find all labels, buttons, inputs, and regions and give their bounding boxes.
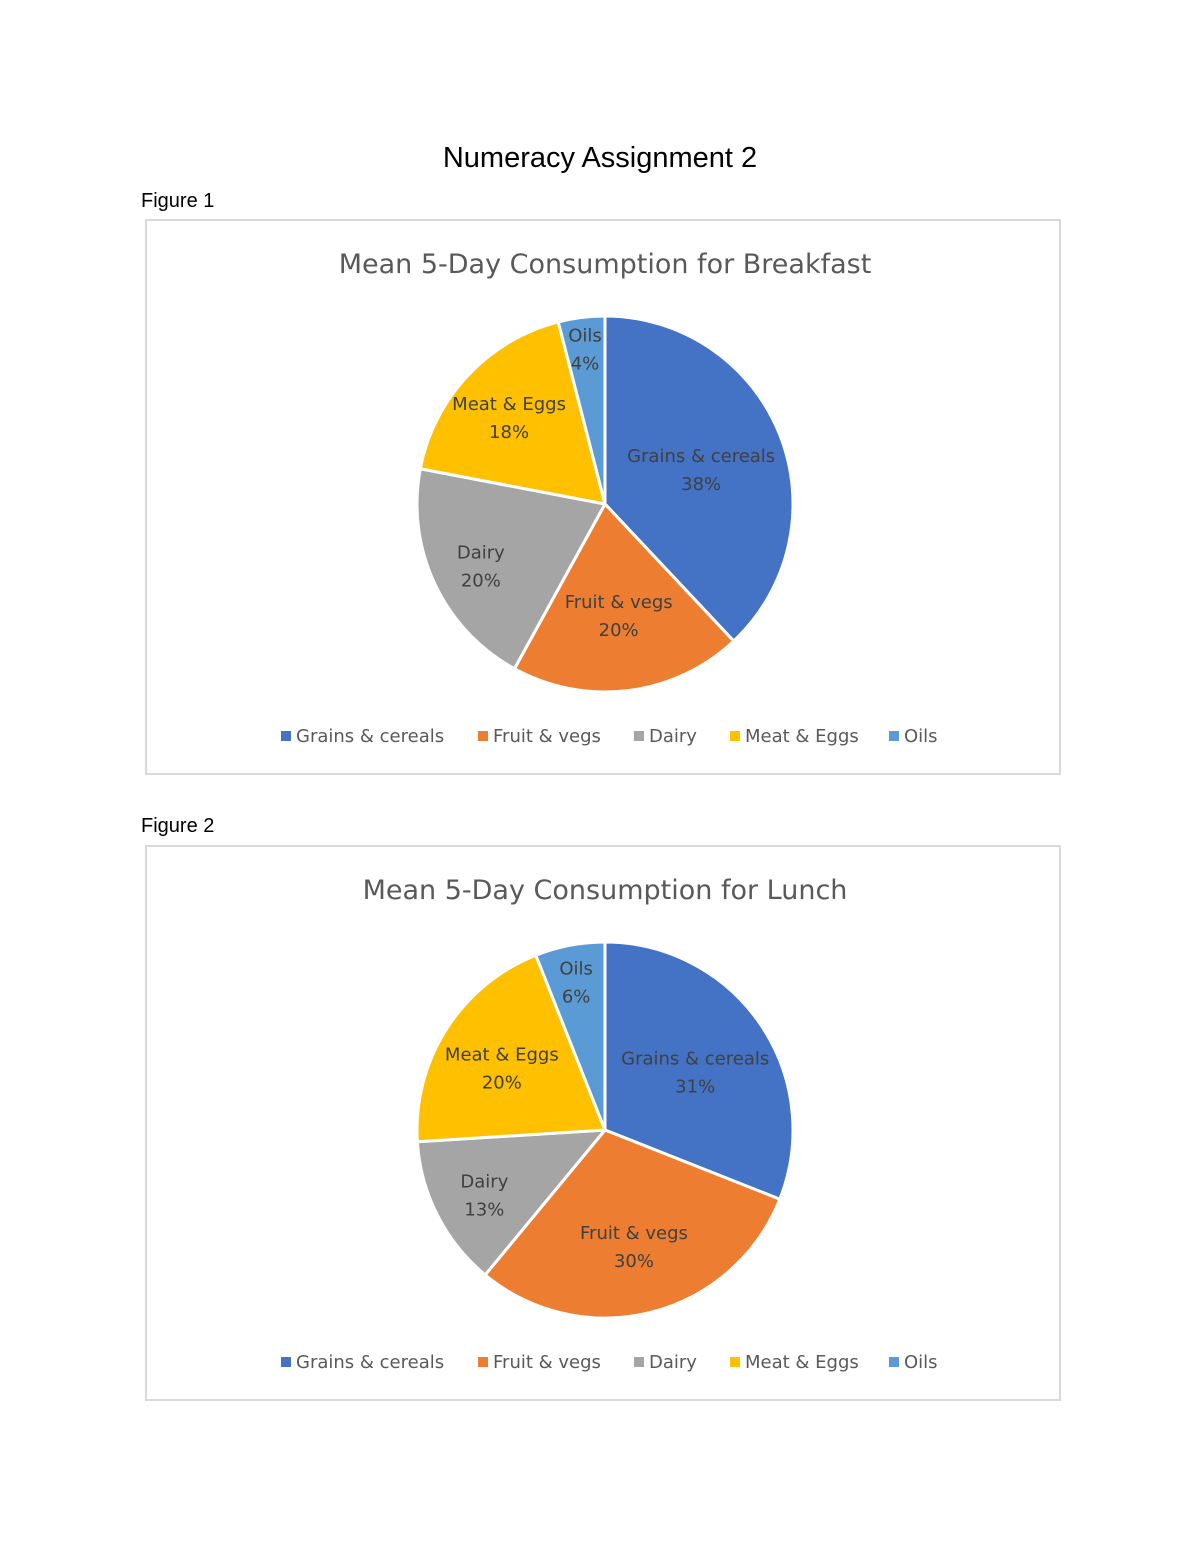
lunch-legend-grains-and-cereals: Grains & cereals xyxy=(296,1352,444,1373)
breakfast-slice-grains-and-cereals xyxy=(603,314,795,643)
breakfast-slices xyxy=(415,314,795,694)
breakfast-chart-title: Mean 5-Day Consumption for Breakfast xyxy=(339,249,872,280)
breakfast-label-grains-and-cereals: Grains & cereals 38% xyxy=(627,446,775,495)
lunch-label-grains-and-cereals: Grains & cereals 31% xyxy=(621,1049,769,1098)
breakfast-legend-oils: Oils xyxy=(904,726,938,747)
lunch-label-dairy: Dairy 13% xyxy=(460,1171,508,1220)
breakfast-slice-meat-and-eggs xyxy=(418,320,607,506)
lunch-legend-meat-and-eggs: Meat & Eggs xyxy=(745,1352,859,1373)
lunch-chart: Mean 5-Day Consumption for Lunch Grains &… xyxy=(145,845,1061,1401)
lunch-legend-fruit-and-vegs: Fruit & vegs xyxy=(493,1352,601,1373)
breakfast-label-meat-and-eggs: Meat & Eggs 18% xyxy=(452,394,566,443)
breakfast-legend-dairy: Dairy xyxy=(649,726,697,747)
breakfast-legend-meat-and-eggs: Meat & Eggs xyxy=(745,726,859,747)
lunch-chart-title: Mean 5-Day Consumption for Lunch xyxy=(363,875,848,906)
breakfast-label-oils: Oils 4% xyxy=(568,325,602,374)
lunch-label-oils: Oils 6% xyxy=(559,959,593,1008)
lunch-chart-svg: Mean 5-Day Consumption for Lunch Grains &… xyxy=(281,875,938,1373)
lunch-slices xyxy=(415,940,795,1320)
lunch-legend-swatch-grains-and-cereals xyxy=(281,1357,291,1367)
breakfast-legend-swatch-grains-and-cereals xyxy=(281,731,291,741)
lunch-slice-dairy xyxy=(415,1128,607,1277)
lunch-label-meat-and-eggs: Meat & Eggs 20% xyxy=(445,1045,559,1094)
lunch-slice-grains-and-cereals xyxy=(603,940,795,1201)
lunch-legend-oils: Oils xyxy=(904,1352,938,1373)
lunch-legend-swatch-oils xyxy=(889,1357,899,1367)
lunch-legend-swatch-fruit-and-vegs xyxy=(478,1357,488,1367)
breakfast-legend-grains-and-cereals: Grains & cereals xyxy=(296,726,444,747)
breakfast-slice-labels: Grains & cereals 38% Fruit & vegs 20% Dairy 2… xyxy=(452,325,775,641)
lunch-slice-meat-and-eggs xyxy=(415,953,607,1144)
figure-1-label: Figure 1 xyxy=(141,190,215,212)
breakfast-slice-fruit-and-vegs xyxy=(512,502,736,694)
lunch-legend: Grains & cereals Fruit & vegs Dairy Meat & … xyxy=(281,1352,938,1373)
lunch-slice-fruit-and-vegs xyxy=(483,1128,782,1320)
breakfast-legend-swatch-oils xyxy=(889,731,899,741)
breakfast-slice-oils xyxy=(556,314,607,506)
breakfast-chart: Mean 5-Day Consumption for Breakfast Grai… xyxy=(145,219,1061,775)
breakfast-slice-dairy xyxy=(415,467,607,671)
lunch-legend-dairy: Dairy xyxy=(649,1352,697,1373)
lunch-slice-oils xyxy=(534,940,607,1132)
breakfast-label-dairy: Dairy 20% xyxy=(457,542,505,591)
figure-2-label: Figure 2 xyxy=(141,815,215,837)
breakfast-legend-swatch-meat-and-eggs xyxy=(730,731,740,741)
breakfast-legend-swatch-fruit-and-vegs xyxy=(478,731,488,741)
lunch-legend-swatch-dairy xyxy=(634,1357,644,1367)
breakfast-legend-swatch-dairy xyxy=(634,731,644,741)
lunch-slice-labels: Grains & cereals 31% Fruit & vegs 30% Dairy 1… xyxy=(445,959,769,1272)
breakfast-legend: Grains & cereals Fruit & vegs Dairy Meat & … xyxy=(281,726,938,747)
document-title: Numeracy Assignment 2 xyxy=(442,142,758,174)
lunch-label-fruit-and-vegs: Fruit & vegs 30% xyxy=(580,1223,688,1272)
breakfast-legend-fruit-and-vegs: Fruit & vegs xyxy=(493,726,601,747)
breakfast-chart-svg: Mean 5-Day Consumption for Breakfast Grai… xyxy=(281,249,938,747)
lunch-legend-swatch-meat-and-eggs xyxy=(730,1357,740,1367)
breakfast-label-fruit-and-vegs: Fruit & vegs 20% xyxy=(565,592,673,641)
